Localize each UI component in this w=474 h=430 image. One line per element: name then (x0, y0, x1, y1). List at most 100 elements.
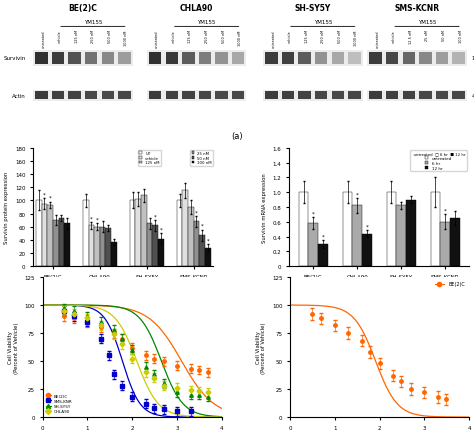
Bar (282, 52, 294, 65)
Bar (369, 52, 382, 65)
Bar (36, 201, 42, 267)
Bar (68, 92, 81, 100)
Text: 25 nM: 25 nM (425, 30, 429, 41)
Bar (315, 52, 328, 65)
Bar (452, 52, 465, 65)
Text: SH-SY5Y: SH-SY5Y (295, 3, 331, 12)
Bar (130, 201, 136, 267)
Bar (101, 92, 114, 100)
Bar (348, 52, 361, 65)
Bar (100, 227, 105, 267)
Bar (299, 193, 309, 267)
Text: YM155: YM155 (198, 20, 216, 25)
Bar (348, 92, 361, 100)
Bar (452, 52, 465, 65)
Bar (331, 92, 344, 100)
Bar (42, 204, 47, 267)
Bar (282, 92, 294, 100)
Bar (85, 52, 98, 65)
Bar (436, 92, 448, 100)
Bar (68, 52, 81, 65)
Bar (33, 90, 133, 101)
Text: *: * (201, 224, 203, 228)
Text: (c): (c) (374, 281, 385, 290)
Text: vehicle: vehicle (392, 30, 396, 43)
Text: 125 nM: 125 nM (75, 30, 79, 43)
Text: untreated: untreated (271, 30, 275, 48)
Bar (101, 52, 114, 65)
Bar (450, 218, 460, 267)
Text: *: * (43, 192, 46, 197)
Bar (64, 224, 70, 267)
Bar (205, 248, 210, 267)
Bar (33, 51, 133, 66)
Bar (165, 52, 178, 65)
Text: 250 nM: 250 nM (321, 30, 325, 43)
Bar (282, 92, 294, 100)
Bar (215, 92, 228, 100)
Bar (402, 92, 415, 100)
Bar (194, 222, 199, 267)
Bar (35, 52, 48, 65)
Text: 1000 nM: 1000 nM (124, 30, 128, 46)
Bar (452, 92, 465, 100)
Bar (232, 52, 245, 65)
Bar (265, 52, 278, 65)
Bar (386, 92, 399, 100)
Text: *: * (90, 215, 93, 221)
Bar (182, 52, 195, 65)
Text: untreated: untreated (155, 30, 159, 48)
Text: (b): (b) (118, 281, 129, 290)
Legend: 25 nM, 50 nM, 100 nM: 25 nM, 50 nM, 100 nM (191, 150, 213, 166)
Bar (436, 52, 448, 65)
Bar (94, 227, 100, 267)
Bar (315, 92, 328, 100)
Text: *: * (321, 234, 324, 239)
Bar (199, 92, 211, 100)
Bar (387, 193, 396, 267)
Bar (111, 242, 117, 267)
Bar (52, 92, 64, 100)
Bar (83, 201, 89, 267)
Bar (188, 208, 194, 267)
Bar (265, 92, 278, 100)
Bar (58, 218, 64, 267)
Text: 50 nM: 50 nM (442, 30, 446, 41)
Bar (136, 200, 141, 267)
Bar (118, 52, 131, 65)
Text: 125 nM: 125 nM (304, 30, 309, 43)
Bar (309, 224, 318, 267)
Bar (85, 92, 98, 100)
Text: CHLA90: CHLA90 (180, 3, 213, 12)
Text: SMS-KCNR: SMS-KCNR (394, 3, 440, 12)
Bar (215, 52, 228, 65)
Bar (52, 52, 64, 65)
Bar (232, 52, 245, 65)
Bar (182, 92, 195, 100)
Bar (68, 52, 81, 65)
Text: *: * (312, 212, 315, 216)
Bar (118, 52, 131, 65)
Bar (452, 92, 465, 100)
Bar (402, 52, 415, 65)
Bar (369, 92, 382, 100)
Legend: BE(2)C, SMS-KNR, SH-SY5Y, CHLA90: BE(2)C, SMS-KNR, SH-SY5Y, CHLA90 (45, 392, 74, 415)
Text: *: * (206, 238, 209, 243)
Text: *: * (154, 214, 156, 218)
Bar (386, 52, 399, 65)
Bar (369, 52, 382, 65)
Bar (89, 226, 94, 267)
Text: (a): (a) (231, 132, 243, 141)
Bar (402, 52, 415, 65)
Bar (68, 92, 81, 100)
Text: 1000 nM: 1000 nM (238, 30, 242, 46)
Bar (367, 90, 467, 101)
Bar (318, 244, 328, 267)
Bar (265, 52, 278, 65)
Bar (165, 92, 178, 100)
Bar (436, 92, 448, 100)
Bar (402, 92, 415, 100)
Text: *: * (195, 210, 198, 215)
Bar (369, 92, 382, 100)
Y-axis label: Survivin mRNA expression: Survivin mRNA expression (262, 173, 267, 242)
